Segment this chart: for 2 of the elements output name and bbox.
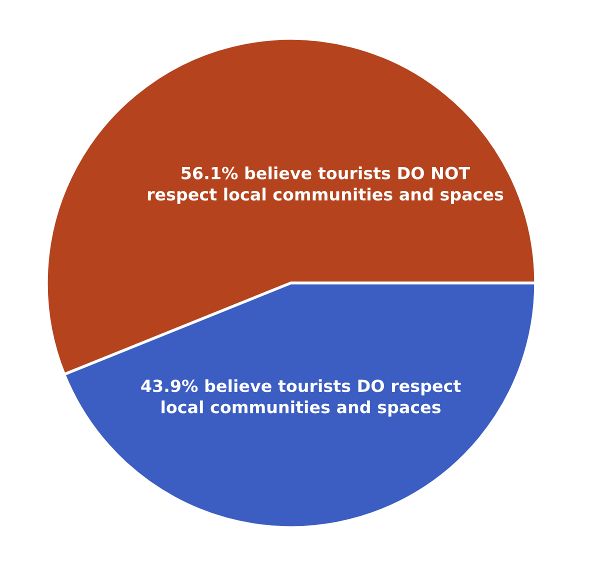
slice-label: 43.9% believe tourists DO respect local communities and spaces: [141, 379, 461, 417]
slice-label: 56.1% believe tourists DO NOT respect local communities and spaces: [148, 166, 504, 204]
